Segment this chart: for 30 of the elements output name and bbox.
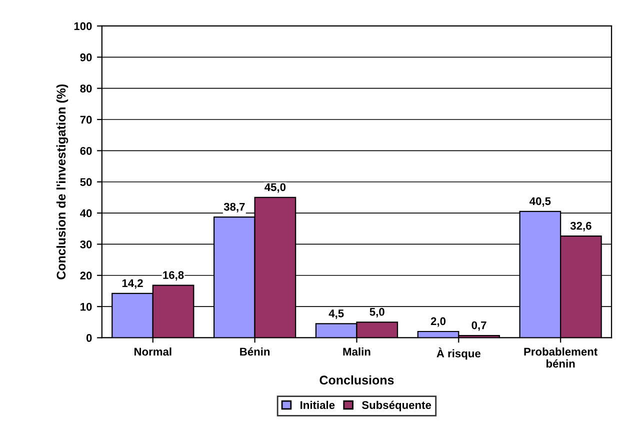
y-tick-label: 90 (80, 53, 92, 62)
y-tick-label: 10 (80, 302, 92, 311)
x-tick-label: Normal (134, 347, 172, 356)
data-label: 45,0 (264, 183, 286, 193)
y-tick-label: 70 (80, 116, 92, 124)
data-label: 2,0 (430, 317, 446, 327)
data-label: 38,7 (224, 202, 245, 212)
y-tick-label: 40 (80, 209, 92, 218)
data-label: 14,2 (122, 279, 143, 289)
data-label: 5,0 (370, 308, 384, 318)
x-axis-title: Conclusions (320, 375, 394, 385)
x-tick-label: À risque (436, 347, 480, 360)
data-label: 4,5 (328, 310, 344, 319)
y-tick-label: 0 (86, 334, 92, 342)
data-label: 16,8 (163, 271, 184, 281)
legend-label: Subséquente (362, 400, 432, 412)
data-label: 32,6 (570, 222, 592, 232)
x-tick-label: Probablement bénin (524, 347, 598, 368)
legend-label: Initiale (300, 400, 335, 409)
data-label: 0,7 (472, 321, 486, 331)
y-axis-title: Conclusion de l'investigation (%) (56, 84, 68, 280)
x-tick-label: Bénin (240, 347, 270, 356)
y-tick-label: 50 (80, 178, 92, 186)
y-tick-label: 60 (80, 146, 92, 155)
data-label: 40,5 (530, 197, 551, 207)
y-tick-label: 80 (80, 84, 92, 92)
x-tick-label: Malin (343, 347, 370, 356)
y-tick-label: 30 (80, 240, 92, 248)
y-tick-label: 100 (74, 22, 92, 30)
y-tick-label: 20 (80, 272, 92, 280)
